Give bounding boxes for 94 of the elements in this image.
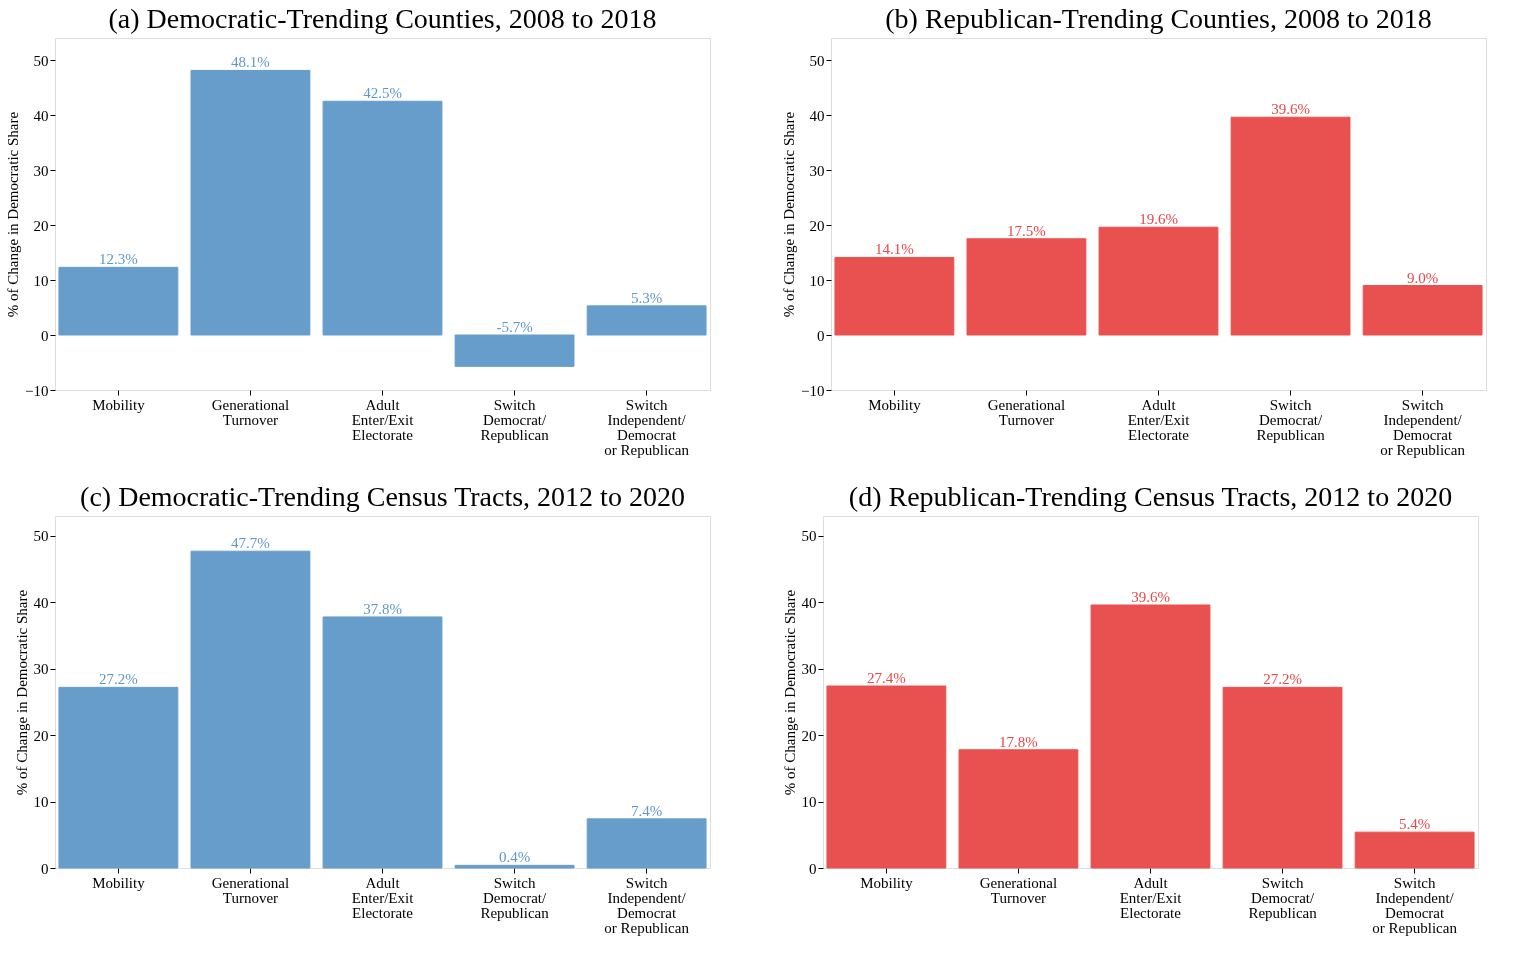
x-tick-label: Switch Independent/ Democrat or Republican: [604, 874, 690, 936]
bar: [1222, 686, 1343, 869]
bar: [966, 238, 1087, 336]
data-label: 39.6%: [1131, 589, 1170, 605]
y-tick-label: 30: [801, 661, 817, 678]
x-tick-label: Generational Turnover: [987, 396, 1066, 428]
bar: [586, 818, 707, 869]
y-tick-label: 50: [33, 528, 49, 545]
bar: [190, 550, 311, 869]
y-tick-label: −10: [25, 382, 49, 399]
y-axis-title: % of Change in Democratic Share: [13, 589, 30, 796]
data-label: 7.4%: [630, 802, 663, 819]
y-tick-label: 0: [41, 327, 49, 344]
y-tick-label: 40: [809, 107, 825, 124]
x-tick-label: Switch Independent/ Democrat or Republican: [1372, 874, 1458, 936]
bar: [58, 686, 179, 869]
chart-title: (c) Democratic-Trending Census Tracts, 2012 to 2020: [80, 481, 685, 512]
x-tick-label: Adult Enter/Exit Electorate: [351, 874, 415, 921]
x-tick-label: Adult Enter/Exit Electorate: [1127, 396, 1191, 443]
y-tick-label: 20: [801, 727, 817, 744]
chart-title: (b) Republican-Trending Counties, 2008 to 2018: [885, 3, 1432, 34]
data-label: 42.5%: [363, 85, 402, 102]
x-tick-label: Switch Independent/ Democrat or Republican: [604, 396, 690, 458]
x-tick-label: Generational Turnover: [979, 874, 1058, 906]
bar: [190, 69, 311, 336]
bar: [958, 749, 1079, 869]
data-label: 27.2%: [1263, 671, 1302, 688]
bar: [322, 100, 443, 336]
data-label: 12.3%: [99, 251, 138, 268]
data-label: 17.5%: [1007, 222, 1046, 239]
data-label: 0.4%: [498, 849, 531, 866]
x-tick-label: Adult Enter/Exit Electorate: [351, 396, 415, 443]
x-tick-label: Switch Democrat/ Republican: [480, 396, 550, 443]
x-tick-label: Generational Turnover: [211, 396, 290, 428]
x-tick-label: Switch Democrat/ Republican: [1256, 396, 1326, 443]
data-label: -5.7%: [496, 319, 533, 335]
y-tick-label: 10: [33, 272, 49, 289]
y-tick-label: 40: [33, 107, 49, 124]
data-label: 48.1%: [231, 54, 270, 71]
data-label: 27.2%: [99, 671, 138, 688]
x-tick-label: Switch Democrat/ Republican: [480, 874, 550, 921]
x-tick-label: Mobility: [860, 874, 914, 891]
x-tick-label: Switch Independent/ Democrat or Republican: [1380, 396, 1466, 458]
bar: [58, 266, 179, 336]
data-label: 19.6%: [1139, 211, 1178, 228]
y-tick-label: 40: [801, 594, 817, 611]
y-tick-label: 20: [33, 217, 49, 234]
bar: [322, 616, 443, 869]
bar: [586, 305, 707, 336]
bar: [1090, 604, 1211, 869]
y-axis-title: % of Change in Democratic Share: [5, 111, 22, 318]
y-tick-label: 10: [33, 794, 49, 811]
bar: [454, 334, 575, 367]
data-label: 5.4%: [1398, 816, 1431, 833]
chart-title: (d) Republican-Trending Census Tracts, 2012 to 2020: [848, 481, 1453, 512]
data-label: 47.7%: [231, 535, 270, 552]
y-tick-label: 10: [809, 272, 825, 289]
data-label: 27.4%: [867, 670, 906, 687]
y-tick-label: 0: [809, 860, 817, 877]
bar: [1354, 831, 1475, 869]
x-tick-label: Mobility: [92, 874, 146, 891]
data-label: 17.8%: [999, 733, 1038, 750]
y-tick-label: 30: [33, 661, 49, 678]
bar: [454, 864, 575, 869]
y-axis-title: % of Change in Democratic Share: [781, 589, 798, 796]
y-tick-label: 10: [801, 794, 817, 811]
bar: [1230, 116, 1351, 336]
x-tick-label: Mobility: [868, 396, 922, 413]
data-label: 39.6%: [1271, 101, 1310, 118]
bar: [834, 256, 955, 336]
y-tick-label: 20: [33, 727, 49, 744]
bar: [826, 685, 947, 869]
y-tick-label: 40: [33, 594, 49, 611]
chart-title: (a) Democratic-Trending Counties, 2008 to 2018: [108, 3, 657, 34]
data-label: 37.8%: [363, 600, 402, 617]
y-tick-label: 50: [33, 52, 49, 69]
y-tick-label: 0: [817, 327, 825, 344]
bar: [1362, 285, 1483, 336]
y-axis-title: % of Change in Democratic Share: [781, 111, 798, 318]
y-tick-label: 50: [801, 528, 817, 545]
x-tick-label: Generational Turnover: [211, 874, 290, 906]
y-tick-label: 0: [41, 860, 49, 877]
data-label: 14.1%: [875, 241, 914, 258]
data-label: 9.0%: [1406, 269, 1439, 286]
y-tick-label: −10: [801, 382, 825, 399]
bar: [1098, 226, 1219, 336]
y-tick-label: 30: [809, 162, 825, 179]
x-tick-label: Mobility: [92, 396, 146, 413]
y-tick-label: 20: [809, 217, 825, 234]
y-tick-label: 30: [33, 162, 49, 179]
x-tick-label: Adult Enter/Exit Electorate: [1119, 874, 1183, 921]
data-label: 5.3%: [630, 289, 663, 306]
x-tick-label: Switch Democrat/ Republican: [1248, 874, 1318, 921]
y-tick-label: 50: [809, 52, 825, 69]
